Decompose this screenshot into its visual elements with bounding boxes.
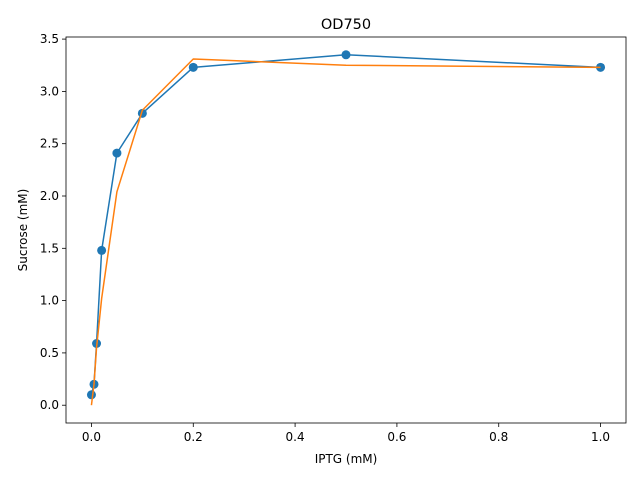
- y-tick-label: 0.0: [40, 398, 59, 412]
- series-1-point: [188, 62, 198, 72]
- y-tick-label: 1.5: [40, 241, 59, 255]
- series-1-point: [112, 148, 122, 158]
- x-tick-label: 0.0: [82, 430, 101, 444]
- series-1-point: [97, 245, 107, 255]
- x-axis-label: IPTG (mM): [315, 452, 378, 466]
- y-tick-label: 3.5: [40, 32, 59, 46]
- y-tick-label: 0.5: [40, 346, 59, 360]
- series-2-line: [90, 58, 601, 406]
- series-layer: [86, 50, 606, 406]
- y-tick-label: 1.0: [40, 294, 59, 308]
- plot-area-frame: [65, 36, 627, 424]
- x-tick-label: 0.4: [286, 430, 305, 444]
- x-tick-label: 0.6: [387, 430, 406, 444]
- x-tick-label: 0.2: [184, 430, 203, 444]
- x-tick-label: 0.8: [489, 430, 508, 444]
- y-tick-label: 2.5: [40, 137, 59, 151]
- chart-title: OD750: [321, 17, 371, 33]
- x-tick-label: 1.0: [591, 430, 610, 444]
- series-1-point: [86, 390, 96, 400]
- series-1-point: [341, 50, 351, 60]
- ticks-layer: 0.0 0.2 0.4 0.6 0.8 1.0 0.0 0.5 1.0 1.5 2.0 2.5 3.0 3…: [40, 32, 610, 444]
- y-tick-label: 2.0: [40, 189, 59, 203]
- series-1-line: [90, 54, 601, 395]
- y-axis-label: Sucrose (mM): [16, 189, 30, 272]
- y-tick-label: 3.0: [40, 84, 59, 98]
